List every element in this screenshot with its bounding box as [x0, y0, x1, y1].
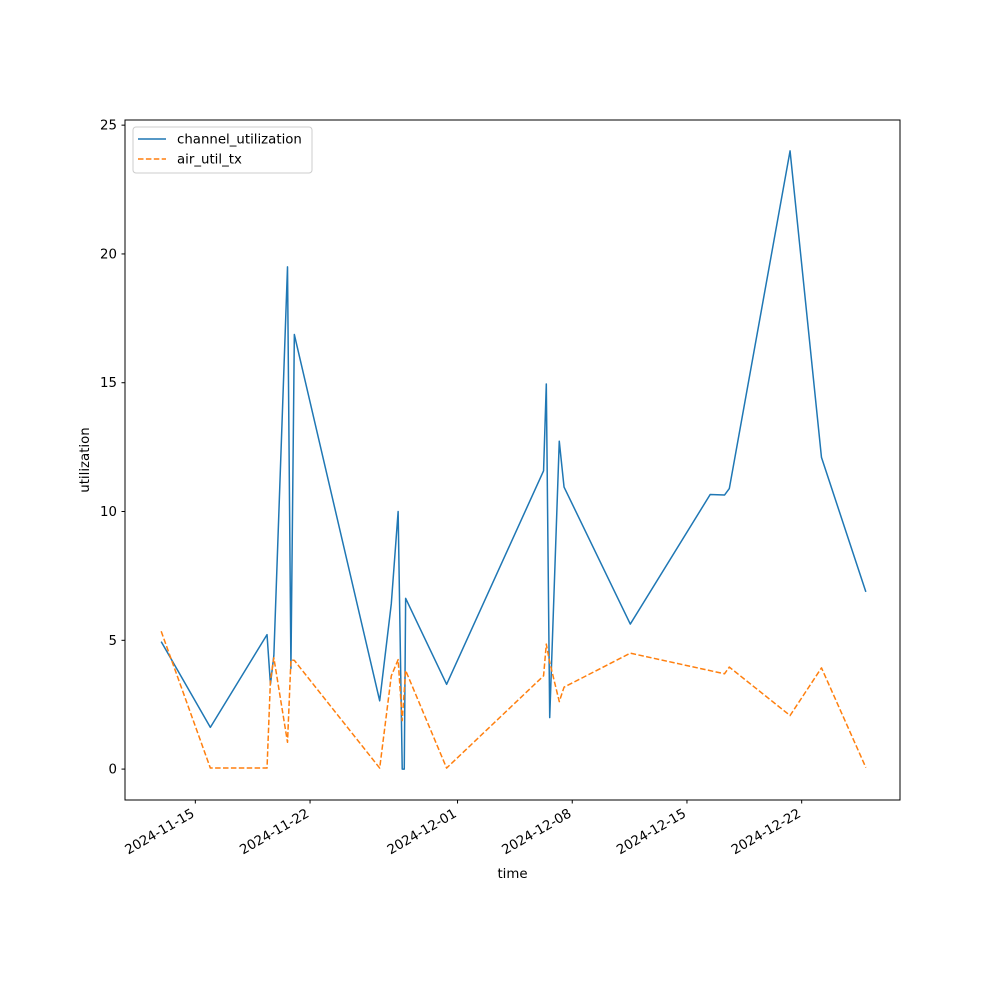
legend-label-air-util-tx: air_util_tx: [177, 153, 242, 168]
series-line-air-util-tx: [160, 631, 867, 769]
y-tick-label: 10: [100, 505, 117, 520]
y-axis-title: utilization: [78, 427, 93, 492]
y-tick-label: 25: [100, 119, 117, 134]
y-tick-label: 5: [109, 634, 117, 649]
y-tick-label: 20: [100, 247, 117, 262]
legend-label-channel-utilization: channel_utilization: [177, 133, 302, 148]
y-axis: 0 5 10 15 20 25: [100, 119, 125, 778]
y-tick-label: 15: [100, 376, 117, 391]
legend-box: [132, 126, 313, 174]
y-tick-label: 0: [109, 763, 117, 778]
x-axis-title: time: [497, 867, 527, 882]
series-line-channel-utilization: [160, 150, 867, 770]
plot-area: [124, 119, 901, 801]
plot-frame: [124, 119, 901, 801]
legend: channel_utilization air_util_tx: [132, 126, 313, 174]
